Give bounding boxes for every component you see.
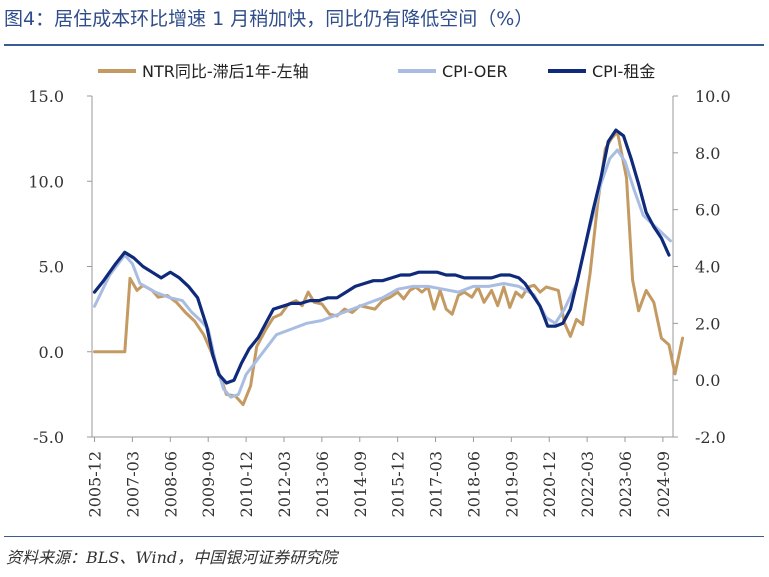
left-tick-label: 0.0 — [39, 343, 64, 362]
x-tick-label: 2005-12 — [86, 451, 105, 517]
source-note: 资料来源：BLS、Wind，中国银河证券研究院 — [6, 548, 338, 567]
source-divider — [4, 536, 764, 537]
right-tick-label: 4.0 — [695, 258, 720, 277]
right-tick-label: 0.0 — [695, 371, 720, 390]
chart-title: 图4：居住成本环比增速 1 月稍加快，同比仍有降低空间（%） — [4, 8, 534, 30]
x-tick-label: 2009-09 — [199, 451, 218, 517]
x-tick-label: 2015-12 — [389, 451, 408, 517]
series-layer — [92, 128, 685, 407]
x-tick-label: 2013-06 — [313, 451, 332, 517]
x-tick-label: 2019-09 — [502, 451, 521, 517]
legend-label-3: CPI-租金 — [592, 62, 655, 81]
series-line-2 — [93, 148, 672, 399]
chart-axes: -5.0 0.0 5.0 10.0 15.0 -2.0 0.0 2.0 4.0 6.0 8.0 10.… — [28, 87, 730, 517]
left-tick-label: 5.0 — [39, 258, 64, 277]
x-tick-label: 2012-03 — [275, 451, 294, 517]
series-line-3 — [92, 128, 671, 385]
x-tick-label: 2018-06 — [464, 451, 483, 517]
x-tick-label: 2017-03 — [427, 451, 446, 517]
chart-legend: NTR同比-滞后1年-左轴 CPI-OER CPI-租金 — [98, 62, 655, 81]
right-tick-label: 6.0 — [695, 201, 720, 220]
legend-label-2: CPI-OER — [442, 62, 508, 81]
right-tick-label: 10.0 — [695, 87, 731, 106]
series-line-1 — [93, 130, 685, 407]
x-tick-label: 2024-09 — [654, 451, 673, 517]
left-tick-label: 15.0 — [28, 87, 64, 106]
x-tick-label: 2020-12 — [540, 451, 559, 517]
title-divider — [4, 44, 764, 46]
x-tick-label: 2010-12 — [237, 451, 256, 517]
right-tick-label: 2.0 — [695, 314, 720, 333]
right-tick-label: -2.0 — [695, 428, 726, 447]
x-tick-label: 2008-06 — [161, 451, 180, 517]
right-tick-label: 8.0 — [695, 144, 720, 163]
x-tick-label: 2014-09 — [351, 451, 370, 517]
left-tick-label: 10.0 — [28, 172, 64, 191]
legend-label-1: NTR同比-滞后1年-左轴 — [142, 62, 309, 81]
x-tick-label: 2022-03 — [578, 451, 597, 517]
x-tick-label: 2023-06 — [616, 451, 635, 517]
left-tick-label: -5.0 — [33, 428, 64, 447]
x-tick-label: 2007-03 — [123, 451, 142, 517]
